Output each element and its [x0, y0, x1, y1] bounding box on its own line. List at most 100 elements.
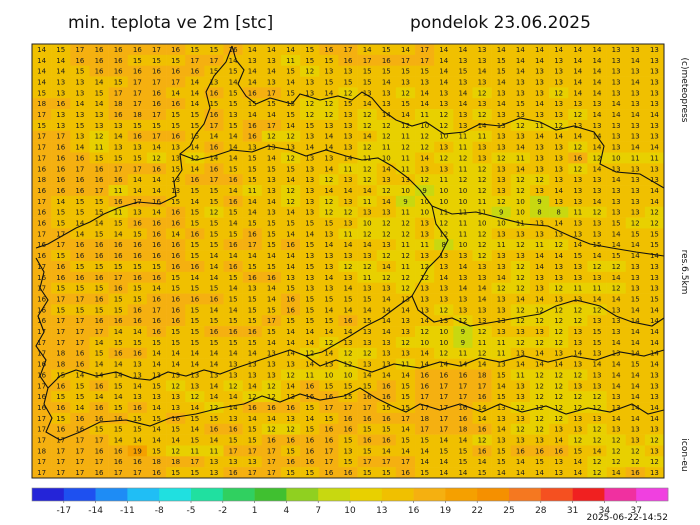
temperature-cell	[185, 163, 205, 175]
temperature-cell	[89, 304, 109, 316]
temperature-cell	[127, 347, 148, 359]
temperature-cell	[204, 423, 224, 435]
temperature-cell	[242, 174, 263, 186]
temperature-value: 13	[171, 371, 180, 379]
temperature-cell	[472, 119, 492, 132]
temperature-value: 13	[573, 187, 582, 195]
temperature-cell	[51, 347, 71, 359]
temperature-cell	[223, 250, 243, 262]
temperature-value: 16	[631, 469, 640, 477]
temperature-cell	[32, 217, 52, 229]
temperature-value: 10	[439, 198, 448, 206]
temperature-cell	[223, 391, 243, 403]
temperature-cell	[491, 336, 512, 349]
temperature-value: 14	[75, 230, 84, 238]
temperature-value: 14	[497, 426, 506, 434]
temperature-value: 14	[382, 447, 391, 455]
temperature-cell	[529, 206, 550, 218]
temperature-cell	[625, 315, 646, 327]
temperature-value: 15	[324, 220, 333, 228]
temperature-value: 15	[114, 382, 123, 390]
temperature-value: 15	[305, 263, 314, 271]
temperature-cell	[415, 467, 435, 479]
temperature-cell	[491, 261, 512, 273]
temperature-value: 14	[593, 111, 602, 119]
temperature-cell	[108, 434, 129, 446]
temperature-value: 13	[248, 361, 257, 369]
temperature-value: 15	[114, 263, 123, 271]
temperature-cell	[242, 261, 263, 273]
temperature-cell	[242, 44, 263, 56]
temperature-cell	[529, 456, 550, 468]
temperature-cell	[51, 445, 71, 457]
temperature-value: 11	[478, 209, 487, 217]
temperature-cell	[242, 391, 263, 403]
temperature-value: 13	[229, 371, 238, 379]
temperature-value: 15	[75, 263, 84, 271]
temperature-cell	[146, 456, 167, 468]
temperature-value: 14	[554, 46, 563, 54]
temperature-cell	[529, 412, 550, 425]
temperature-cell	[32, 271, 52, 283]
temperature-cell	[166, 347, 186, 359]
temperature-cell	[32, 467, 52, 479]
temperature-value: 14	[95, 220, 104, 228]
temperature-cell	[472, 163, 492, 175]
temperature-value: 15	[190, 46, 199, 54]
temperature-value: 16	[114, 46, 123, 54]
temperature-cell	[261, 174, 282, 186]
temperature-cell	[568, 119, 588, 132]
temperature-value: 14	[439, 361, 448, 369]
temperature-cell	[568, 228, 588, 240]
temperature-value: 14	[37, 46, 46, 54]
temperature-cell	[319, 423, 339, 435]
temperature-cell	[319, 141, 339, 153]
temperature-value: 15	[535, 458, 544, 466]
temperature-value: 14	[516, 469, 525, 477]
temperature-cell	[625, 239, 646, 251]
temperature-value: 15	[190, 306, 199, 314]
temperature-value: 14	[209, 263, 218, 271]
temperature-cell	[319, 250, 339, 262]
temperature-value: 15	[190, 469, 199, 477]
temperature-value: 16	[248, 133, 257, 141]
temperature-value: 15	[516, 100, 525, 108]
temperature-cell	[280, 228, 301, 240]
temperature-value: 13	[612, 68, 621, 76]
temperature-value: 14	[593, 252, 602, 260]
temperature-value: 15	[267, 328, 276, 336]
temperature-cell	[223, 239, 243, 251]
temperature-cell	[625, 250, 646, 262]
temperature-value: 13	[382, 100, 391, 108]
temperature-cell	[376, 391, 397, 403]
temperature-cell	[108, 282, 129, 294]
temperature-value: 9	[499, 209, 503, 217]
temperature-cell	[242, 185, 263, 197]
temperature-value: 15	[248, 317, 257, 325]
temperature-value: 13	[650, 46, 659, 54]
temperature-value: 12	[554, 122, 563, 130]
temperature-value: 12	[612, 458, 621, 466]
temperature-value: 13	[439, 252, 448, 260]
temperature-value: 15	[209, 100, 218, 108]
temperature-cell	[357, 98, 378, 110]
temperature-value: 17	[37, 198, 46, 206]
temperature-cell	[204, 380, 224, 392]
temperature-cell	[166, 456, 186, 468]
temperature-cell	[472, 217, 492, 229]
model-name: icon-eu	[679, 438, 689, 471]
temperature-cell	[395, 304, 416, 316]
temperature-value: 15	[458, 447, 467, 455]
temperature-cell	[415, 445, 435, 457]
temperature-value: 17	[324, 404, 333, 412]
temperature-value: 15	[56, 220, 65, 228]
temperature-cell	[357, 163, 378, 175]
temperature-value: 11	[401, 361, 410, 369]
temperature-value: 13	[612, 306, 621, 314]
temperature-value: 15	[190, 220, 199, 228]
temperature-cell	[606, 271, 626, 283]
temperature-value: 16	[229, 198, 238, 206]
temperature-value: 13	[554, 230, 563, 238]
temperature-cell	[51, 304, 71, 316]
temperature-value: 13	[612, 317, 621, 325]
